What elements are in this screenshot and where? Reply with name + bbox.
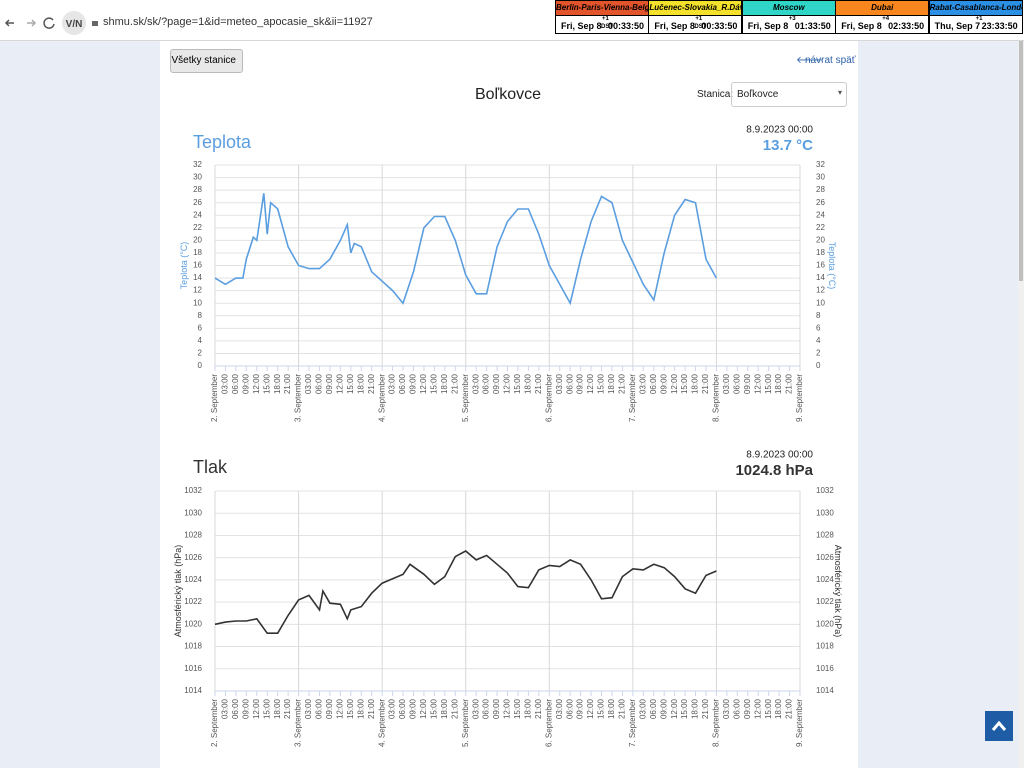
- clock: Rabat-Casablanca-London Thu, Sep 7 +1 23:33…: [928, 0, 1023, 35]
- content-panel: [160, 41, 858, 768]
- clock-dst: DST: [601, 24, 613, 30]
- clock-time: 02:33:50: [888, 21, 925, 31]
- reload-icon[interactable]: [43, 17, 55, 29]
- clock-zone: Dubai: [836, 1, 929, 16]
- clock-row: Fri, Sep 8 +1 DST 00:33:50: [556, 16, 648, 35]
- clock: Berlin-Paris-Vienna-BelgradeFri, Sep 8+1…: [555, 0, 649, 34]
- clock-row: Fri, Sep 8 +1 DST 00:33:50: [649, 16, 741, 35]
- clock: Lučenec-Slovakia_R.Dávid Fri, Sep 8 +1 DST 0…: [648, 0, 743, 35]
- clock-date: Fri, Sep 8: [654, 21, 695, 31]
- clock-zone: Berlin-Paris-Vienna-Belgrade: [556, 1, 648, 16]
- clock-date: Fri, Sep 8: [561, 21, 602, 31]
- nav-icons: V/N: [4, 11, 98, 35]
- vpn-text: V/N: [66, 19, 83, 30]
- chevron: [991, 720, 1007, 731]
- clock: Dubai Fri, Sep 8 +4 02:33:50: [835, 0, 930, 35]
- clock-time: 01:33:50: [794, 21, 831, 31]
- clock-date: Fri, Sep 8: [841, 21, 882, 31]
- station-select[interactable]: Boľkovce: [731, 82, 847, 107]
- scroll-top-button[interactable]: [985, 711, 1013, 741]
- clock-time: 00:33:50: [701, 21, 738, 31]
- forward-icon[interactable]: [27, 19, 37, 27]
- clock-dst: DST: [694, 24, 707, 30]
- all-stations-button[interactable]: Všetky stanice: [170, 49, 243, 73]
- clock-time: 23:33:50: [981, 21, 1018, 31]
- clock-row: Fri, Sep 8 +4 02:33:50: [836, 16, 928, 35]
- back-icon[interactable]: [4, 19, 14, 27]
- back-link[interactable]: návrat späť: [805, 55, 856, 66]
- clock-offset: +1: [695, 16, 703, 22]
- clock-row: Thu, Sep 7 +1 23:33:50: [930, 16, 1022, 35]
- scrollbar: [1018, 41, 1024, 768]
- clock-offset: +4: [882, 16, 890, 22]
- clock: Moscow Fri, Sep 8 +3 01:33:50: [741, 0, 836, 35]
- station-title: Boľkovce: [474, 86, 542, 103]
- clock-zone: Lučenec-Slovakia_R.Dávid: [649, 1, 742, 16]
- back-arrow: 🡐: [796, 55, 823, 66]
- clock-offset: +3: [788, 16, 796, 22]
- clock-zone: Rabat-Casablanca-London: [929, 1, 1022, 16]
- clock-offset: +1: [602, 16, 609, 22]
- url[interactable]: shmu.sk/sk/?page=1&id=meteo_apocasie_sk&…: [103, 16, 373, 28]
- clock-date: Fri, Sep 8: [747, 21, 789, 31]
- clock-offset: +1: [975, 16, 983, 22]
- select-caret: ▾: [838, 88, 843, 97]
- vpn-icon[interactable]: [62, 11, 86, 35]
- clock-time: 00:33:50: [607, 21, 644, 31]
- scrollbar-thumb[interactable]: [1019, 41, 1023, 281]
- clock-row: Fri, Sep 8 +3 01:33:50: [743, 16, 835, 35]
- station-label: Stanica:: [697, 89, 734, 100]
- clock-date: Thu, Sep 7: [934, 21, 981, 31]
- lock-icon: [92, 21, 98, 26]
- clock-zone: Moscow: [742, 1, 835, 16]
